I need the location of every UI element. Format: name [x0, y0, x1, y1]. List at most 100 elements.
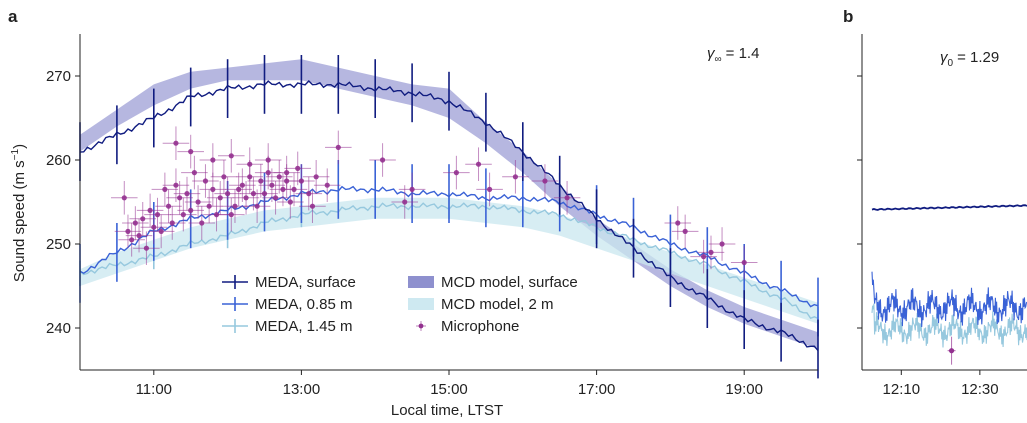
gamma0-subscript: 0 — [948, 58, 954, 69]
x-tick-label: 15:00 — [430, 381, 468, 398]
microphone-point — [475, 161, 482, 167]
microphone-point — [269, 182, 275, 188]
microphone-point — [291, 186, 297, 192]
panel-b-axes: 12:10 12:30 — [857, 34, 1027, 398]
microphone-point — [151, 224, 157, 230]
microphone-point — [199, 220, 205, 226]
microphone-point — [272, 195, 279, 201]
panel-b-line-meda-1-45-m — [871, 303, 1027, 348]
legend-label-mcd_surface: MCD model, surface — [441, 274, 578, 291]
microphone-point — [306, 191, 312, 197]
legend-item-meda_085: MEDA, 0.85 m — [222, 296, 353, 313]
legend-swatch-band — [408, 276, 434, 288]
microphone-point — [221, 174, 227, 180]
legend-label-meda_145: MEDA, 1.45 m — [255, 318, 353, 335]
microphone-point — [132, 220, 138, 226]
y-axis-label-sup: −1 — [10, 148, 21, 160]
microphone-point — [177, 195, 183, 201]
microphone-point — [313, 174, 319, 180]
panel-b-letter: b — [843, 7, 853, 26]
microphone-point — [210, 157, 216, 163]
microphone-point — [708, 249, 714, 255]
gamma0-value: = 1.29 — [957, 49, 999, 66]
microphone-point — [232, 203, 238, 209]
legend-label-meda_surface: MEDA, surface — [255, 274, 356, 291]
microphone-point — [129, 237, 135, 243]
microphone-point — [512, 174, 519, 180]
microphone-point — [254, 203, 260, 209]
microphone-point — [265, 157, 271, 163]
legend-item-meda_surface: MEDA, surface — [222, 274, 356, 291]
microphone-point — [184, 191, 190, 197]
microphone-point — [682, 228, 688, 234]
legend: MEDA, surface MEDA, 0.85 m MEDA, 1.45 m MCD… — [222, 274, 578, 335]
panel-b-gamma-annotation: γ0 = 1.29 — [940, 49, 999, 69]
panel-b-line-meda-0-85-m — [871, 271, 1027, 328]
microphone-point — [309, 203, 316, 209]
microphone-point — [121, 195, 127, 201]
microphone-point — [258, 178, 264, 184]
x-tick-label: 19:00 — [725, 381, 763, 398]
y-tick-label: 250 — [46, 236, 71, 253]
panel-b-line-meda-surface — [871, 204, 1027, 211]
microphone-point — [165, 203, 172, 209]
microphone-point — [228, 212, 234, 218]
microphone-point — [228, 153, 234, 159]
microphone-point — [239, 182, 245, 188]
microphone-point — [335, 144, 341, 150]
x-tick-label: 11:00 — [136, 381, 172, 398]
legend-item-microphone: Microphone — [416, 318, 519, 335]
microphone-point — [147, 207, 153, 213]
microphone-point — [261, 191, 268, 197]
microphone-point — [217, 195, 223, 201]
y-tick-label: 270 — [46, 68, 71, 85]
microphone-point — [542, 178, 548, 184]
microphone-point — [213, 212, 220, 218]
microphone-point — [295, 165, 301, 171]
microphone-point — [206, 203, 212, 209]
y-tick-label: 260 — [46, 152, 71, 169]
microphone-point — [298, 178, 304, 184]
microphone-point — [486, 186, 493, 192]
panel-a-microphone-points — [110, 126, 758, 280]
panel-b: b 12:10 12:30 γ0 = 1.29 — [843, 7, 1027, 398]
panel-a-axes: 11:00 13:00 15:00 17:00 19:00 240 250 260 270 — [46, 34, 818, 398]
microphone-point — [162, 186, 168, 192]
gamma-symbol: γ — [707, 45, 716, 62]
legend-swatch-band — [408, 298, 434, 310]
microphone-point — [741, 259, 747, 266]
x-tick-label: 13:00 — [283, 381, 321, 398]
x-tick-label: 17:00 — [578, 381, 616, 398]
microphone-point — [125, 228, 131, 234]
microphone-point — [402, 199, 408, 205]
legend-item-meda_145: MEDA, 1.45 m — [222, 318, 353, 335]
microphone-point — [564, 195, 570, 201]
microphone-point — [719, 241, 725, 247]
microphone-point — [675, 220, 681, 226]
y-axis-label: Sound speed (m s−1) — [10, 144, 28, 282]
microphone-point — [180, 212, 186, 218]
microphone-point — [236, 186, 242, 192]
microphone-point — [225, 191, 231, 197]
legend-label-microphone: Microphone — [441, 318, 519, 335]
microphone-point — [158, 228, 164, 234]
line-meda-surface — [79, 80, 819, 352]
gamma0-symbol: γ — [940, 49, 949, 66]
legend-item-mcd_2m: MCD model, 2 m — [408, 296, 554, 313]
microphone-point — [284, 170, 290, 176]
panel-a-letter: a — [8, 7, 18, 26]
panel-b-data — [871, 204, 1027, 365]
y-axis-label-main: Sound speed (m s — [11, 160, 28, 282]
microphone-point — [379, 157, 386, 163]
microphone-point — [188, 149, 194, 155]
y-tick-label: 240 — [46, 320, 71, 337]
microphone-point — [195, 199, 201, 205]
microphone-point — [173, 182, 179, 188]
gamma-value: = 1.4 — [726, 45, 760, 62]
legend-label-meda_085: MEDA, 0.85 m — [255, 296, 353, 313]
panel-b-microphone-point — [948, 348, 955, 354]
microphone-point — [188, 207, 194, 213]
microphone-point — [243, 195, 249, 201]
gamma-subscript: ∞ — [715, 54, 722, 65]
